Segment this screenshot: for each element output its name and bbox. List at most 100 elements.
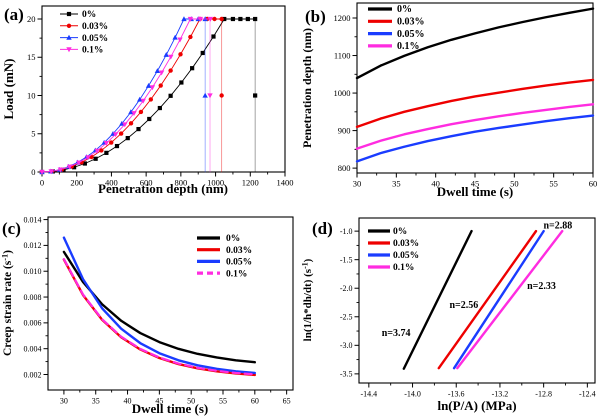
x-tick-label: 60 xyxy=(589,179,598,189)
legend-label: 0% xyxy=(393,227,407,237)
y-tick-label: -2.5 xyxy=(340,313,353,322)
y-tick-label: 1000 xyxy=(334,88,351,98)
x-axis-label: Dwell time (s) xyxy=(437,184,514,199)
y-tick-label: 10 xyxy=(27,90,36,100)
series-0.05%-unload-point xyxy=(202,92,208,98)
y-tick-label: 0.008 xyxy=(24,293,42,302)
y-tick-label: 5 xyxy=(31,129,35,139)
x-tick-label: -13.2 xyxy=(492,390,509,399)
y-axis: -1.0 -1.5 -2.0 -2.5 -3.0 -3.5 xyxy=(340,227,359,379)
y-tick-label: 20 xyxy=(27,14,36,24)
panel-a: 0 200 400 600 800 1000 1200 1400 0 5 10 15 20 Penetra… xyxy=(1,5,294,196)
panel-letter-b: (b) xyxy=(305,7,326,26)
y-tick-label: 0 xyxy=(31,167,35,177)
x-tick-label: -12.4 xyxy=(579,390,596,399)
legend-label: 0.05% xyxy=(82,34,108,44)
series-0.03% xyxy=(437,229,538,370)
y-tick-label: -2.0 xyxy=(340,284,353,293)
y-axis: 800 900 1000 1100 1200 xyxy=(334,13,357,173)
y-tick-label: 0.004 xyxy=(24,344,42,353)
legend-label: 0.03% xyxy=(393,239,419,249)
legend-item-0.05%: 0.05% xyxy=(368,251,419,261)
x-tick-label: 400 xyxy=(105,178,118,188)
y-tick-label: 1200 xyxy=(334,13,351,23)
series-0.05% xyxy=(62,236,257,375)
x-axis-label: ln(P/A) (MPa) xyxy=(437,398,516,413)
series-0.05% xyxy=(452,229,545,370)
series-0.1% xyxy=(456,229,564,370)
y-axis-label: ln(1/h*dh/dt) (s-1) xyxy=(301,258,315,341)
y-tick-label: -3.0 xyxy=(340,341,353,350)
series-0.1% xyxy=(39,16,214,175)
x-tick-label: 65 xyxy=(283,397,291,406)
series-0.03%-unload-point xyxy=(219,93,224,98)
legend-item-0.03%: 0.03% xyxy=(368,17,425,28)
legend-label: 0.05% xyxy=(393,251,419,261)
plot-box xyxy=(358,217,596,384)
x-axis: -14.4 -14.0 -13.6 -13.2 -12.8 -12.4 xyxy=(360,383,596,399)
legend-label: 0.1% xyxy=(393,263,414,273)
annotation-n3.74: n=3.74 xyxy=(382,328,411,339)
series-0%-unload-point xyxy=(253,93,258,98)
legend-item-0.1%: 0.1% xyxy=(368,263,414,273)
legend-item-0%: 0% xyxy=(60,10,96,20)
annotation-n2.88: n=2.88 xyxy=(543,220,572,231)
legend-label: 0.03% xyxy=(82,22,108,32)
y-tick-label: 800 xyxy=(338,163,351,173)
y-axis: 0.002 0.004 0.006 0.008 0.010 0.012 0.014 xyxy=(24,215,48,379)
legend-label: 0.1% xyxy=(397,41,420,52)
legend-label: 0% xyxy=(82,10,96,20)
y-axis: 0 5 10 15 20 xyxy=(27,14,42,177)
x-tick-label: 1000 xyxy=(207,178,224,188)
panel-letter-d: (d) xyxy=(312,219,333,238)
x-tick-label: 1400 xyxy=(277,178,294,188)
y-axis-label: Creep strain rate (s-1) xyxy=(1,250,15,356)
x-axis: 0 200 400 600 800 1000 1200 1400 xyxy=(40,172,294,188)
legend-item-0.1%: 0.1% xyxy=(60,46,103,56)
legend-item-0.03%: 0.03% xyxy=(368,239,419,249)
legend-label: 0.05% xyxy=(226,258,252,268)
legend-label: 0% xyxy=(397,4,412,15)
legend-item-0.05%: 0.05% xyxy=(197,258,252,268)
legend-item-0.1%: 0.1% xyxy=(197,269,247,279)
y-tick-label: 0.002 xyxy=(24,370,42,379)
series-0% xyxy=(39,16,258,175)
y-tick-label: 0.006 xyxy=(24,319,42,328)
y-tick-label: 0.012 xyxy=(24,241,42,250)
x-tick-label: 55 xyxy=(549,179,558,189)
y-tick-label: 900 xyxy=(338,125,351,135)
y-tick-label: -1.0 xyxy=(340,227,353,236)
x-axis: 30 35 40 45 50 55 60 65 xyxy=(60,390,291,406)
legend-item-0%: 0% xyxy=(368,4,412,15)
x-tick-label: 50 xyxy=(187,397,195,406)
x-tick-label: 40 xyxy=(431,179,440,189)
x-axis-label: Dwell time (s) xyxy=(132,401,209,416)
panel-b: 30 35 40 45 50 55 60 800 900 1000 1100 1200 Dwell ti… xyxy=(300,2,598,199)
panel-c: 30 35 40 45 50 55 60 65 0.002 0.004 0.006 0.008 0.01… xyxy=(1,215,294,416)
legend: 0% 0.03% 0.05% 0.1% xyxy=(368,227,419,273)
series-0.1% xyxy=(355,103,595,150)
y-axis-label: Load (mN) xyxy=(1,58,16,119)
series-0.03% xyxy=(39,16,224,175)
legend-item-0.1%: 0.1% xyxy=(368,41,420,52)
y-tick-label: 0.014 xyxy=(24,215,42,224)
series-0.1% xyxy=(62,257,256,376)
y-tick-label: -1.5 xyxy=(340,255,353,264)
x-tick-label: 45 xyxy=(155,397,163,406)
annotation-n2.33: n=2.33 xyxy=(527,281,556,292)
x-tick-label: 40 xyxy=(124,397,132,406)
legend-item-0%: 0% xyxy=(197,234,240,244)
x-tick-label: 800 xyxy=(174,178,187,188)
legend-label: 0.05% xyxy=(397,29,425,40)
series-0.1%-unload-point xyxy=(207,93,213,99)
x-tick-label: 50 xyxy=(510,179,519,189)
legend: 0%0.03%0.05%0.1% xyxy=(197,234,252,279)
x-tick-label: 0 xyxy=(40,178,44,188)
x-tick-label: 200 xyxy=(70,178,83,188)
y-tick-label: -3.5 xyxy=(340,370,353,379)
y-tick-label: 15 xyxy=(27,52,36,62)
x-axis: 30 35 40 45 50 55 60 xyxy=(353,173,598,189)
panel-letter-a: (a) xyxy=(4,5,24,24)
